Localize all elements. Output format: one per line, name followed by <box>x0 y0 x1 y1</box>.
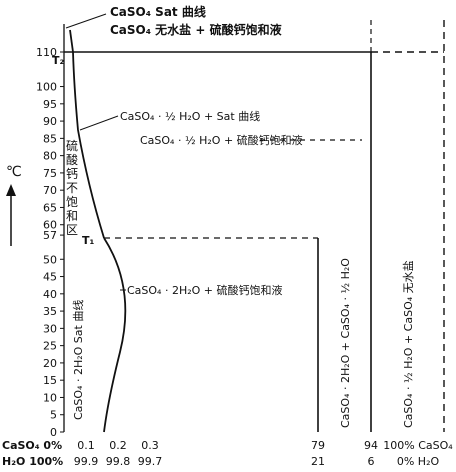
unsaturated-char: 和 <box>66 209 78 223</box>
y-tick-label: 45 <box>43 271 57 284</box>
unsaturated-char: 区 <box>66 223 78 237</box>
x-tick-label-h2o: 99.9 <box>74 455 99 468</box>
y-tick-label: 0 <box>50 426 57 439</box>
y-tick-label: 100 <box>36 81 57 94</box>
x-tick-label-caso4: 100% CaSO₄ <box>383 439 453 452</box>
x-tick-label-h2o: 99.7 <box>138 455 163 468</box>
y-tick-label: 50 <box>43 253 57 266</box>
x-tick-label-caso4: 0.3 <box>141 439 159 452</box>
y-tick-label: 60 <box>43 219 57 232</box>
x-tick-label-h2o: 99.8 <box>106 455 131 468</box>
x-tick-label-h2o: 6 <box>368 455 375 468</box>
label-hemihydrate-curve: CaSO₄ · ½ H₂O + Sat 曲线 <box>120 109 260 123</box>
anhydrous-sat-curve <box>69 29 74 53</box>
y-tick-label: 80 <box>43 150 57 163</box>
y-tick-label: 35 <box>43 305 57 318</box>
label-dihydrate-curve: CaSO₄ · 2H₂O Sat 曲线 <box>71 300 85 420</box>
title-line-1: CaSO₄ Sat 曲线 <box>110 4 206 19</box>
y-tick-label: 40 <box>43 288 57 301</box>
y-tick-label: 65 <box>43 201 57 214</box>
unsaturated-char: 酸 <box>66 152 78 167</box>
y-tick-label: 30 <box>43 322 57 335</box>
leader-hemihydrate <box>79 115 119 131</box>
y-tick-label: 70 <box>43 184 57 197</box>
unsaturated-char: 饱 <box>66 194 78 209</box>
y-axis-arrow-head <box>6 184 16 196</box>
unsaturated-char: 钙 <box>66 167 78 181</box>
y-tick-label: 10 <box>43 391 57 404</box>
hemihydrate-sat-curve <box>72 51 105 239</box>
y-tick-label: 25 <box>43 340 57 353</box>
y-tick-label: 110 <box>36 46 57 59</box>
label-dihydrate-hemihydrate: CaSO₄ · 2H₂O + CaSO₄ · ½ H₂O <box>339 258 352 428</box>
y-tick-label: 90 <box>43 115 57 128</box>
x-tick-label-caso4: 79 <box>311 439 325 452</box>
x-tick-label-caso4: 0.2 <box>109 439 127 452</box>
label-dihydrate-sat: CaSO₄ · 2H₂O + 硫酸钙饱和液 <box>127 283 283 297</box>
x-label-h2o: H₂O 100% <box>2 455 63 468</box>
y-tick-label: 15 <box>43 374 57 387</box>
point-t1: T₁ <box>82 234 95 247</box>
point-t2: T₂ <box>52 54 65 67</box>
y-tick-label: 85 <box>43 132 57 145</box>
label-hemihydrate-anhydrous: CaSO₄ · ½ H₂O + CaSO₄ 无水盐 <box>402 260 415 428</box>
x-tick-label-caso4: 0.1 <box>77 439 95 452</box>
y-tick-label: 20 <box>43 357 57 370</box>
y-tick-label: 75 <box>43 167 57 180</box>
dihydrate-sat-curve <box>103 237 127 433</box>
unsaturated-char: 硫 <box>66 138 78 153</box>
x-tick-group: 0.1 0.2 0.3 79 94 100% CaSO₄ 99.9 99.8 99.7 21 6 0%… <box>74 439 454 468</box>
x-tick-label-h2o: 0% H₂O <box>397 455 440 468</box>
title-leader <box>65 13 107 29</box>
x-tick-label-caso4: 94 <box>364 439 378 452</box>
unsaturated-char: 不 <box>66 181 78 195</box>
x-tick-label-h2o: 21 <box>311 455 325 468</box>
x-label-caso4: CaSO₄ 0% <box>2 439 62 452</box>
label-hemihydrate-sat: CaSO₄ · ½ H₂O + 硫酸钙饱和液 <box>140 133 303 147</box>
y-tick-label: 57 <box>43 229 57 242</box>
title-line-2: CaSO₄ 无水盐 + 硫酸钙饱和液 <box>110 22 282 37</box>
y-tick-label: 95 <box>43 98 57 111</box>
y-axis-unit: ℃ <box>6 164 22 180</box>
y-tick-label: 5 <box>50 409 57 422</box>
